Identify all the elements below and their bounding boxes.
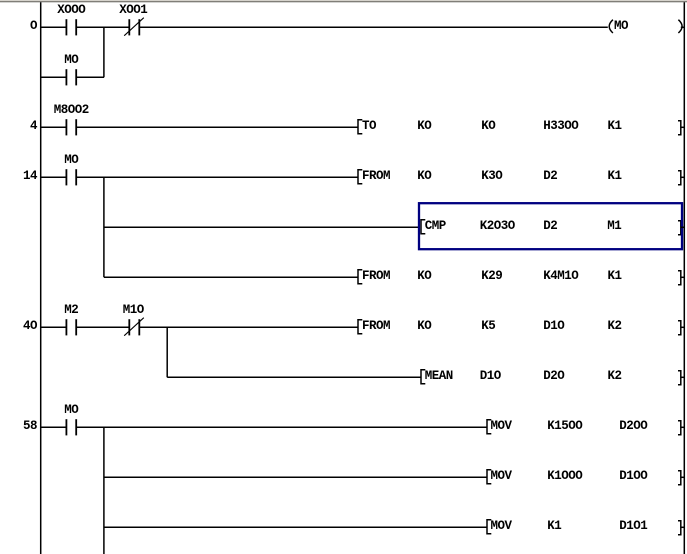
svg-text:TO: TO [362, 119, 377, 133]
svg-text:D2O: D2O [543, 369, 565, 383]
svg-text:4: 4 [30, 119, 38, 133]
svg-text:KO: KO [417, 319, 432, 333]
svg-text:58: 58 [23, 419, 37, 433]
svg-text:FROM: FROM [362, 269, 390, 283]
svg-text:K5: K5 [481, 319, 495, 333]
svg-text:K2: K2 [608, 369, 622, 383]
svg-text:D1OO: D1OO [619, 469, 648, 483]
svg-text:KO: KO [417, 169, 432, 183]
svg-text:MO: MO [64, 403, 79, 417]
svg-text:K1OOO: K1OOO [547, 469, 583, 483]
svg-text:MO: MO [64, 53, 79, 67]
svg-text:D2OO: D2OO [619, 419, 648, 433]
svg-text:K1: K1 [547, 519, 561, 533]
svg-text:D1O: D1O [543, 319, 565, 333]
svg-text:XOO1: XOO1 [119, 3, 147, 17]
svg-text:FROM: FROM [362, 169, 390, 183]
svg-text:D2: D2 [543, 219, 557, 233]
svg-text:K1: K1 [608, 119, 622, 133]
svg-text:K29: K29 [481, 269, 502, 283]
svg-text:K2: K2 [608, 319, 622, 333]
svg-text:XOOO: XOOO [57, 3, 86, 17]
svg-text:M1: M1 [607, 219, 621, 233]
svg-text:D2: D2 [543, 169, 557, 183]
svg-text:D1O1: D1O1 [619, 519, 647, 533]
svg-text:KO: KO [481, 119, 496, 133]
svg-text:K1: K1 [608, 169, 622, 183]
svg-text:MEAN: MEAN [425, 369, 453, 383]
svg-text:O: O [30, 19, 38, 33]
svg-text:M2: M2 [64, 303, 78, 317]
svg-text:K15OO: K15OO [547, 419, 583, 433]
svg-text:MO: MO [64, 153, 79, 167]
svg-text:14: 14 [23, 169, 38, 183]
svg-text:D1O: D1O [480, 369, 502, 383]
svg-text:KO: KO [417, 269, 432, 283]
svg-text:K3O: K3O [481, 169, 503, 183]
svg-text:MOV: MOV [491, 519, 513, 533]
svg-text:KO: KO [417, 119, 432, 133]
svg-text:MO: MO [614, 19, 629, 33]
svg-text:H33OO: H33OO [543, 119, 579, 133]
svg-text:CMP: CMP [425, 219, 446, 233]
svg-text:FROM: FROM [362, 319, 390, 333]
svg-text:K2O3O: K2O3O [480, 219, 516, 233]
svg-text:M1O: M1O [123, 303, 145, 317]
svg-text:MOV: MOV [491, 419, 513, 433]
svg-text:K1: K1 [608, 269, 622, 283]
svg-text:M8OO2: M8OO2 [54, 103, 89, 117]
svg-text:K4M1O: K4M1O [543, 269, 579, 283]
svg-text:MOV: MOV [491, 469, 513, 483]
svg-text:4O: 4O [23, 319, 38, 333]
